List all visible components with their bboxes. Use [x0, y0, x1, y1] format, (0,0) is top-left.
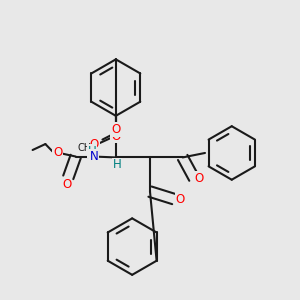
Text: O: O	[90, 138, 99, 151]
Text: O: O	[62, 178, 71, 191]
Text: H: H	[113, 158, 122, 171]
Text: O: O	[111, 130, 120, 142]
Text: H: H	[88, 145, 96, 158]
Text: N: N	[89, 150, 98, 163]
Text: CH₃: CH₃	[77, 143, 95, 153]
Text: O: O	[195, 172, 204, 185]
Text: O: O	[53, 146, 62, 159]
Text: O: O	[176, 193, 185, 206]
Text: O: O	[112, 123, 121, 136]
